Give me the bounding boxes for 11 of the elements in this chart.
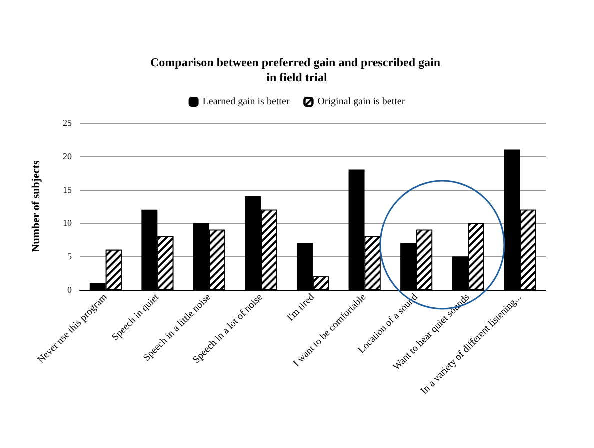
y-tick-label: 20 <box>63 151 72 162</box>
y-tick-label: 5 <box>68 252 72 262</box>
y-tick-label: 25 <box>63 118 72 128</box>
y-tick-label: 0 <box>68 285 72 295</box>
legend-label: Learned gain is better <box>202 96 290 108</box>
y-axis-title: Number of subjects <box>30 160 42 252</box>
x-tick-label: I'm tired <box>285 292 317 324</box>
y-tick-label: 15 <box>63 184 72 195</box>
legend-label: Original gain is better <box>318 96 406 108</box>
y-tick-label: 10 <box>63 218 72 228</box>
chart-title: Comparison between preferred gain and prescribed gain in field trial <box>150 56 444 84</box>
